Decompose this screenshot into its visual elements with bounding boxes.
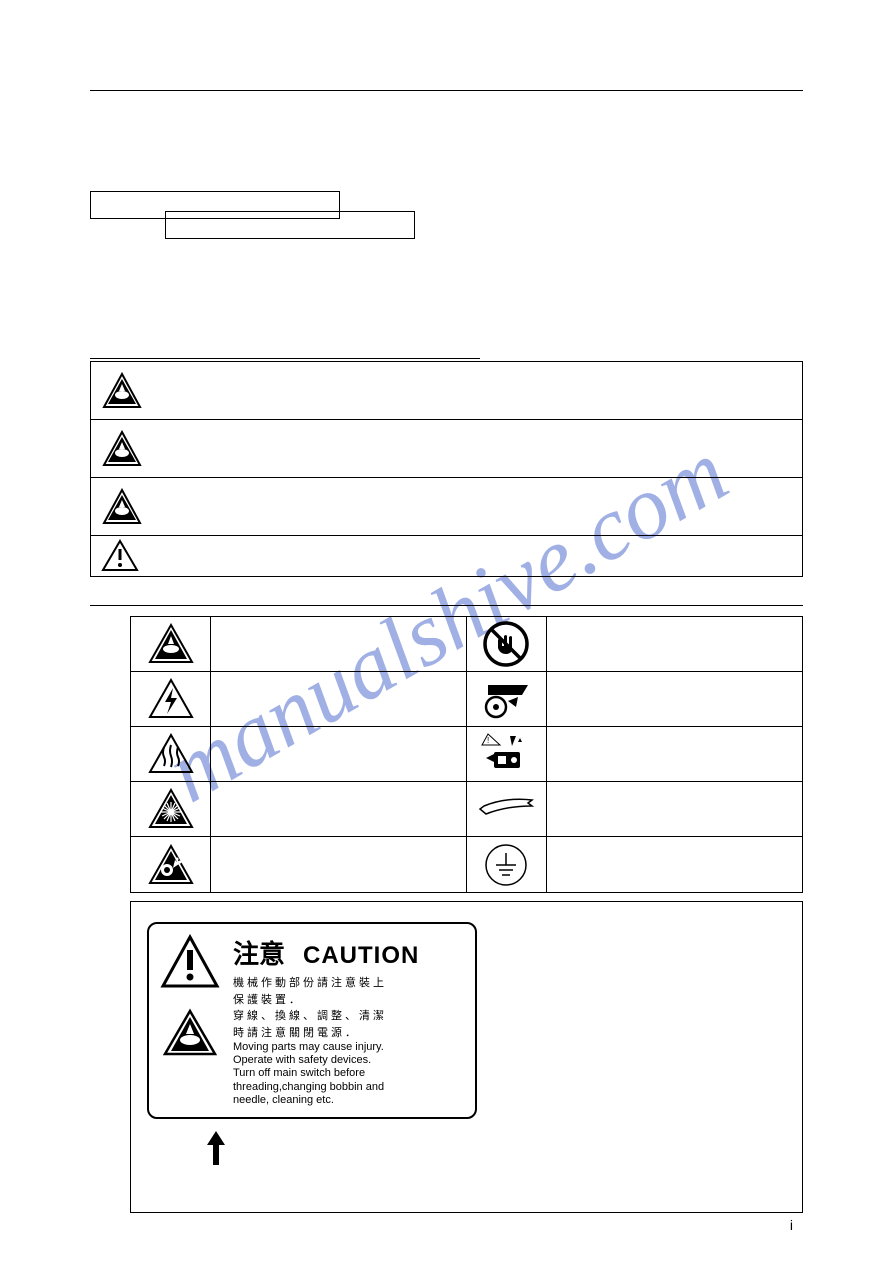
caution-title-zh: 注意 xyxy=(233,934,285,971)
caution-label: 注意 CAUTION 機械作動部份請注意裝上 保護裝置． 穿線、換線、調整、清潔… xyxy=(147,922,477,1119)
hazard-row-danger xyxy=(91,362,802,420)
hazard-row-warning xyxy=(91,420,802,478)
symbol-desc-1 xyxy=(211,617,467,672)
symbol-desc-10 xyxy=(547,837,803,892)
top-rule xyxy=(90,90,803,91)
symbol-desc-2 xyxy=(547,617,803,672)
en-line3: Turn off main switch before xyxy=(233,1067,465,1080)
symbol-desc-7 xyxy=(211,782,467,837)
caution-example-box: 注意 CAUTION 機械作動部份請注意裝上 保護裝置． 穿線、換線、調整、清潔… xyxy=(130,901,803,1213)
section-title-underline xyxy=(90,341,480,359)
direction-icon xyxy=(476,796,536,822)
symbol-entanglement xyxy=(467,672,547,727)
symbol-desc-8 xyxy=(547,782,803,837)
caution-title: 注意 CAUTION xyxy=(233,934,465,971)
laser-icon xyxy=(147,788,195,830)
hand-hazard-icon xyxy=(147,623,195,665)
box-front xyxy=(165,211,415,239)
caution-text: 注意 CAUTION 機械作動部份請注意裝上 保護裝置． 穿線、換線、調整、清潔… xyxy=(233,934,465,1107)
hazard-row-notice xyxy=(91,536,802,576)
symbol-section-rule xyxy=(90,605,803,606)
caution-body-zh: 機械作動部份請注意裝上 保護裝置． 穿線、換線、調整、清潔 時請注意關閉電源． xyxy=(233,975,465,1041)
caution-title-en: CAUTION xyxy=(303,942,419,970)
symbol-desc-6 xyxy=(547,727,803,782)
svg-text:!: ! xyxy=(487,736,489,745)
symbol-desc-4 xyxy=(547,672,803,727)
hot-surface-icon xyxy=(147,733,195,775)
no-touch-icon xyxy=(482,620,530,668)
caution-icons xyxy=(159,934,221,1107)
en-line1: Moving parts may cause injury. xyxy=(233,1041,465,1054)
symbol-eye-injury xyxy=(131,837,211,892)
zh-line1: 機械作動部份請注意裝上 xyxy=(233,975,465,992)
en-line5: needle, cleaning etc. xyxy=(233,1094,465,1107)
layered-boxes xyxy=(90,191,803,251)
symbol-hot xyxy=(131,727,211,782)
arrow-up-icon xyxy=(207,1131,786,1172)
zh-line3: 穿線、換線、調整、清潔 xyxy=(233,1008,465,1025)
caution-body-en: Moving parts may cause injury. Operate w… xyxy=(233,1041,465,1107)
symbol-desc-9 xyxy=(211,837,467,892)
hand-hazard-icon xyxy=(101,488,143,526)
symbol-moving-parts: ! xyxy=(467,727,547,782)
symbol-hand-hazard xyxy=(131,617,211,672)
entanglement-icon xyxy=(480,677,532,721)
symbols-grid: ! xyxy=(130,616,803,893)
page-content: ! xyxy=(0,0,893,1253)
moving-parts-icon: ! xyxy=(480,732,532,776)
symbol-desc-3 xyxy=(211,672,467,727)
symbol-electric xyxy=(131,672,211,727)
warning-icon xyxy=(159,934,221,990)
eye-injury-icon xyxy=(147,844,195,886)
hand-hazard-icon xyxy=(101,372,143,410)
zh-line4: 時請注意關閉電源． xyxy=(233,1025,465,1042)
electric-shock-icon xyxy=(147,678,195,720)
en-line2: Operate with safety devices. xyxy=(233,1054,465,1067)
warning-icon xyxy=(101,539,139,573)
hazard-level-table xyxy=(90,361,803,577)
symbol-laser xyxy=(131,782,211,837)
hazard-row-caution xyxy=(91,478,802,536)
hand-hazard-icon xyxy=(101,430,143,468)
hand-hazard-icon xyxy=(162,1008,218,1058)
symbol-desc-5 xyxy=(211,727,467,782)
symbol-direction xyxy=(467,782,547,837)
symbol-ground xyxy=(467,837,547,892)
zh-line2: 保護裝置． xyxy=(233,992,465,1009)
ground-icon xyxy=(484,843,528,887)
symbol-no-touch xyxy=(467,617,547,672)
en-line4: threading,changing bobbin and xyxy=(233,1081,465,1094)
